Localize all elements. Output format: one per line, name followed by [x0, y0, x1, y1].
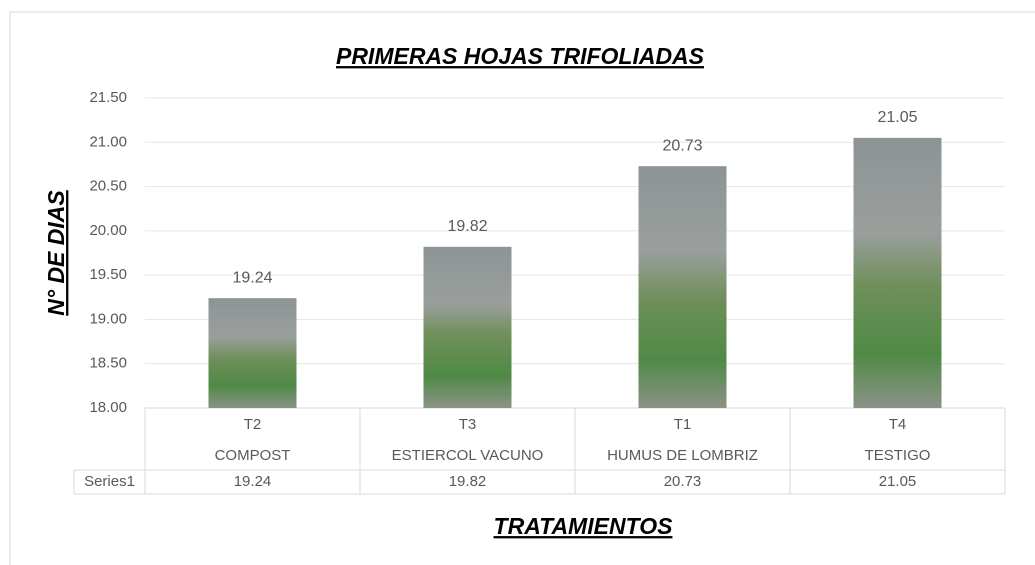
y-tick-label: 20.00	[89, 222, 127, 239]
y-tick-label: 18.50	[89, 355, 127, 372]
data-label: 20.73	[662, 137, 702, 154]
table-value: 20.73	[664, 473, 702, 490]
data-label: 19.24	[232, 269, 272, 286]
y-tick-label: 20.50	[89, 178, 127, 195]
y-tick-label: 21.00	[89, 133, 127, 150]
x-axis-title: TRATAMIENTOS	[494, 513, 674, 539]
table-value: 19.24	[234, 473, 272, 490]
data-label: 21.05	[877, 109, 917, 126]
table-value: 19.82	[449, 473, 487, 490]
x-group-label: TESTIGO	[865, 447, 931, 464]
y-axis-title: N° DE DIAS	[43, 190, 69, 316]
table-value: 21.05	[879, 473, 917, 490]
x-group-label: HUMUS DE LOMBRIZ	[607, 447, 758, 464]
y-tick-label: 18.00	[89, 399, 127, 416]
y-tick-label: 21.50	[89, 89, 127, 106]
bar	[638, 166, 727, 408]
x-tick-label: T2	[244, 416, 262, 433]
bar	[208, 298, 297, 408]
x-tick-label: T1	[674, 416, 692, 433]
y-tick-label: 19.00	[89, 310, 127, 327]
bar	[853, 137, 942, 408]
chart-title: PRIMERAS HOJAS TRIFOLIADAS	[336, 43, 705, 69]
x-tick-label: T3	[459, 416, 477, 433]
table-series-name: Series1	[84, 473, 135, 490]
x-group-label: COMPOST	[215, 447, 291, 464]
y-tick-label: 19.50	[89, 266, 127, 283]
bar	[423, 246, 512, 408]
x-group-label: ESTIERCOL VACUNO	[392, 447, 544, 464]
data-label: 19.82	[447, 218, 487, 235]
x-tick-label: T4	[889, 416, 907, 433]
